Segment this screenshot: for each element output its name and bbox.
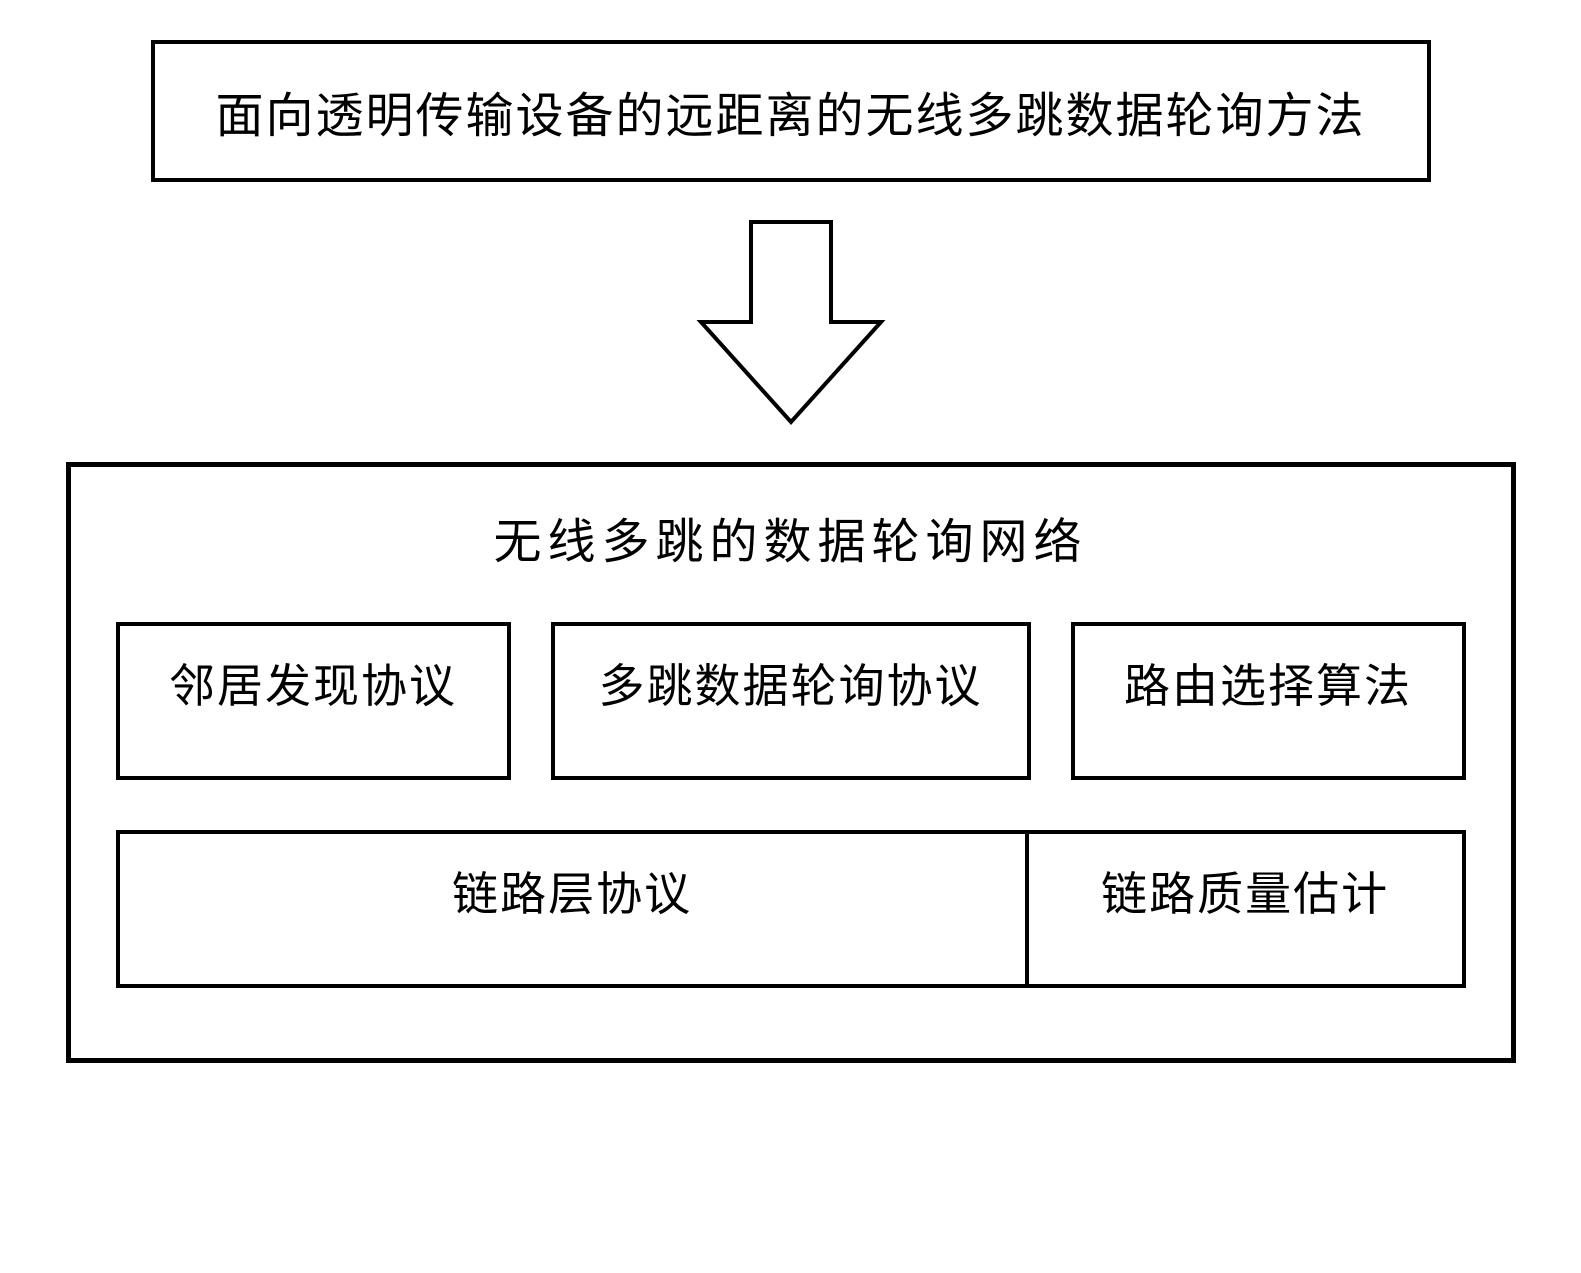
link-layer-cell: 链路层协议	[116, 830, 1029, 988]
multihop-polling-label: 多跳数据轮询协议	[599, 650, 983, 716]
diagram-container: 面向透明传输设备的远距离的无线多跳数据轮询方法 无线多跳的数据轮询网络 邻居发现…	[40, 40, 1541, 1063]
top-title-box: 面向透明传输设备的远距离的无线多跳数据轮询方法	[151, 40, 1431, 182]
routing-algorithm-cell: 路由选择算法	[1071, 622, 1466, 780]
neighbor-discovery-cell: 邻居发现协议	[116, 622, 511, 780]
protocol-row-2: 链路层协议 链路质量估计	[116, 830, 1466, 988]
multihop-polling-cell: 多跳数据轮询协议	[551, 622, 1031, 780]
top-title-text: 面向透明传输设备的远距离的无线多跳数据轮询方法	[215, 90, 1365, 143]
bottom-network-box: 无线多跳的数据轮询网络 邻居发现协议 多跳数据轮询协议 路由选择算法 链路层协议…	[66, 462, 1516, 1063]
link-layer-label: 链路层协议	[452, 858, 692, 924]
routing-algorithm-label: 路由选择算法	[1124, 650, 1412, 716]
link-quality-cell: 链路质量估计	[1029, 830, 1466, 988]
link-quality-label: 链路质量估计	[1101, 858, 1389, 924]
protocol-row-1: 邻居发现协议 多跳数据轮询协议 路由选择算法	[116, 622, 1466, 780]
arrow-down-icon	[691, 212, 891, 437]
neighbor-discovery-label: 邻居发现协议	[169, 650, 457, 716]
bottom-title-text: 无线多跳的数据轮询网络	[493, 502, 1087, 572]
